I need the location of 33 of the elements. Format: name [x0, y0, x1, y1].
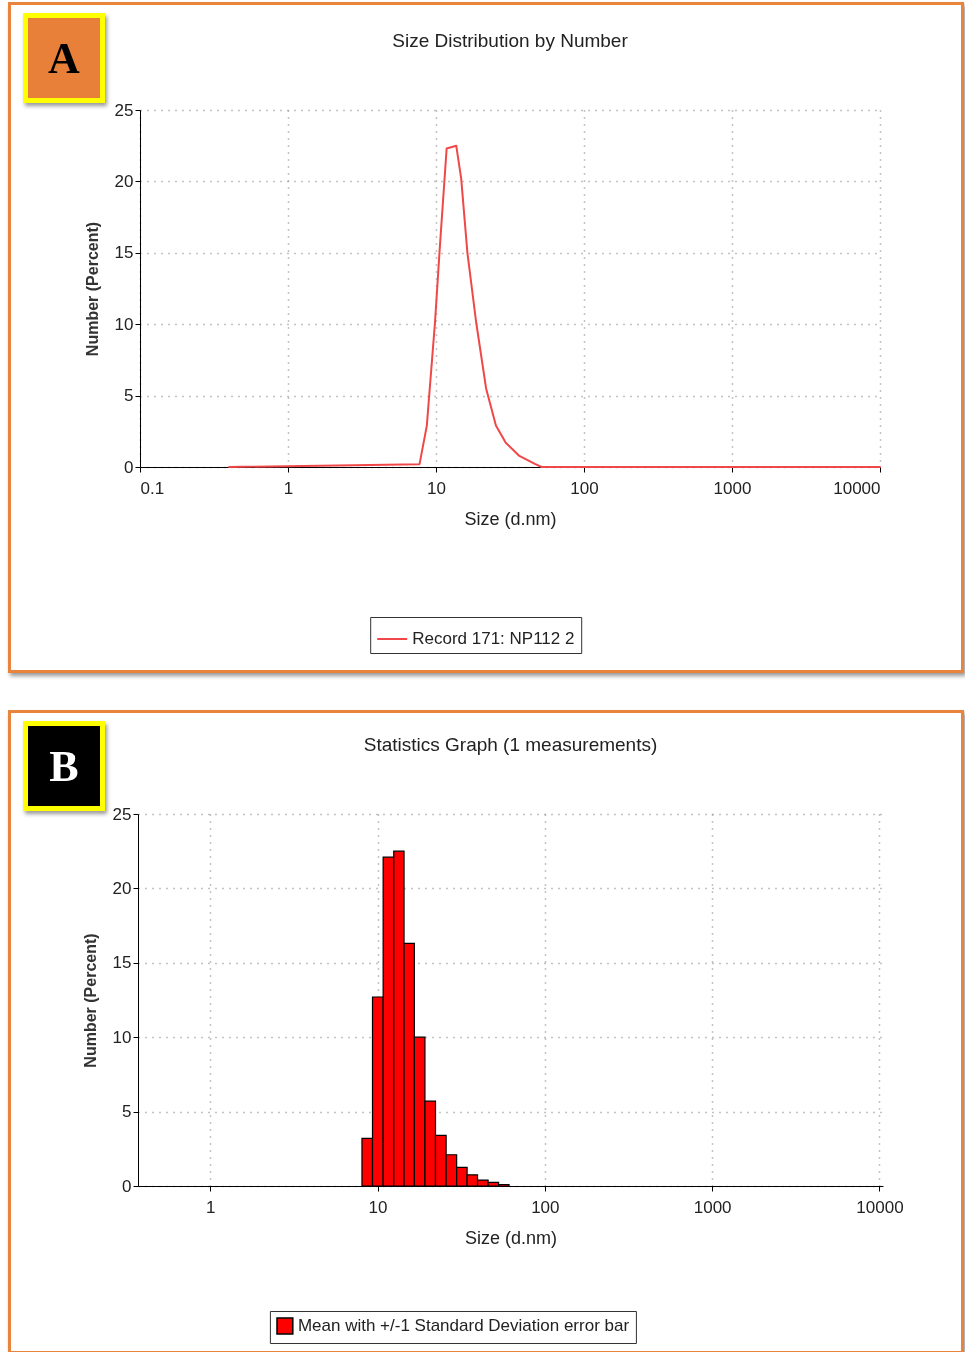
y-tick-label: 20 — [114, 171, 134, 191]
x-axis-title: Size (d.nm) — [464, 1227, 558, 1248]
y-tick-label: 0 — [122, 1176, 132, 1196]
y-tick-label: 10 — [112, 1027, 132, 1047]
x-tick-label: 10 — [368, 1197, 388, 1217]
text: A — [23, 13, 105, 103]
x-tick-label: 0.1 — [140, 478, 165, 498]
x-tick-label: 1 — [206, 1197, 216, 1217]
x-tick-label: 1000 — [713, 478, 752, 498]
x-tick-label: 100 — [531, 1197, 560, 1217]
legend-label: Record 171: NP112 2 — [412, 629, 575, 648]
y-tick-label: 15 — [114, 243, 134, 263]
x-axis-title: Size (d.nm) — [464, 508, 557, 529]
y-axis-title: Number (Percent) — [81, 933, 99, 1068]
x-tick-label: 1 — [283, 478, 294, 498]
y-axis-title: Number (Percent) — [83, 221, 101, 357]
y-tick-label: 25 — [112, 804, 132, 824]
x-tick-label: 10 — [427, 478, 446, 498]
y-tick-label: 0 — [124, 457, 134, 477]
x-tick-label: 10000 — [856, 1197, 904, 1217]
legend-label: Mean with +/-1 Standard Deviation error bar — [297, 1316, 630, 1335]
chart-title: Size Distribution by Number — [392, 30, 629, 51]
y-tick-label: 25 — [114, 100, 134, 120]
y-tick-label: 5 — [122, 1102, 132, 1122]
chart-title: Statistics Graph (1 measurements) — [363, 734, 658, 755]
x-tick-label: 10000 — [833, 478, 881, 498]
y-tick-label: 5 — [124, 386, 134, 406]
y-tick-label: 10 — [114, 314, 134, 334]
y-tick-label: 15 — [112, 953, 132, 973]
x-tick-label: 100 — [570, 478, 599, 498]
x-tick-label: 1000 — [693, 1197, 732, 1217]
text: B — [23, 721, 105, 811]
y-tick-label: 20 — [112, 878, 132, 898]
